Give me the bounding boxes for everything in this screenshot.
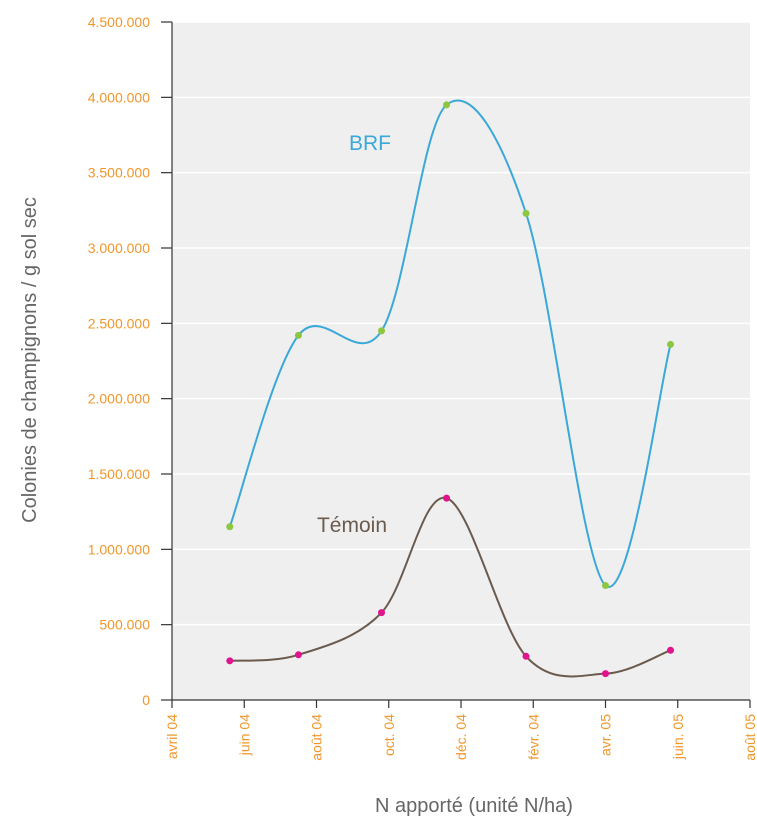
- x-tick-label: juin 04: [236, 714, 252, 756]
- y-tick-label: 4.000.000: [88, 89, 150, 105]
- series-label: Témoin: [317, 514, 387, 537]
- y-tick-label: 2.500.000: [88, 315, 150, 331]
- marker: [522, 652, 530, 660]
- y-tick-label: 3.500.000: [88, 165, 150, 181]
- y-axis-title: Colonies de champignons / g sol sec: [19, 197, 41, 523]
- marker: [226, 657, 234, 665]
- y-tick-label: 1.000.000: [88, 541, 150, 557]
- x-tick-label: févr. 04: [525, 714, 541, 760]
- marker: [602, 581, 609, 589]
- marker: [226, 523, 234, 531]
- marker: [294, 651, 302, 659]
- x-tick-label: avril 04: [164, 714, 180, 759]
- x-tick-label: juin. 05: [670, 714, 686, 760]
- x-axis-title: N apporté (unité N/ha): [375, 795, 573, 817]
- y-tick-label: 3.000.000: [88, 240, 150, 256]
- y-tick-label: 4.500.000: [88, 14, 150, 30]
- y-tick-label: 0: [142, 692, 150, 708]
- marker: [667, 646, 675, 654]
- x-tick-label: août 04: [309, 714, 325, 761]
- marker: [667, 340, 675, 348]
- marker: [378, 609, 386, 617]
- x-tick-label: oct. 04: [381, 714, 397, 756]
- x-tick-label: déc. 04: [453, 714, 469, 760]
- y-tick-label: 1.500.000: [88, 466, 150, 482]
- y-tick-label: 2.000.000: [88, 391, 150, 407]
- marker: [443, 101, 451, 109]
- marker: [522, 209, 530, 217]
- marker: [294, 331, 302, 339]
- plot-background: [172, 22, 750, 700]
- marker: [378, 327, 386, 335]
- x-tick-label: avr. 05: [598, 714, 614, 756]
- marker: [602, 670, 609, 678]
- marker: [443, 494, 451, 502]
- y-tick-label: 500.000: [99, 617, 150, 633]
- x-tick-label: août 05: [742, 714, 757, 761]
- series-label: BRF: [349, 132, 391, 155]
